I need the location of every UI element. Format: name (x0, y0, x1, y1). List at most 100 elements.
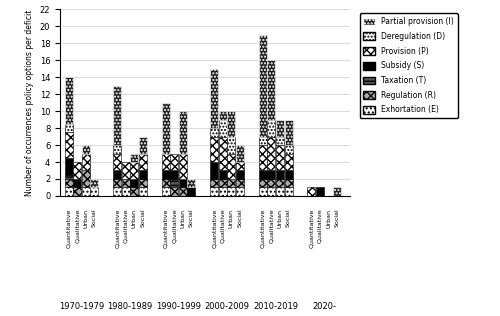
Text: Social: Social (286, 209, 291, 227)
Bar (210, 179, 218, 187)
Bar (259, 137, 267, 145)
Text: 2000-2009: 2000-2009 (204, 302, 250, 311)
Bar (139, 187, 147, 196)
Bar (276, 171, 284, 179)
Bar (276, 120, 284, 137)
Bar (179, 111, 187, 154)
Bar (268, 120, 276, 137)
Bar (179, 179, 187, 187)
Bar (170, 187, 178, 196)
Text: Qualitative: Qualitative (318, 209, 322, 243)
Bar (90, 179, 98, 187)
Bar (64, 77, 72, 124)
Bar (210, 162, 218, 179)
Bar (162, 103, 170, 154)
Bar (219, 179, 227, 187)
Text: Qualitative: Qualitative (269, 209, 274, 243)
Bar (113, 179, 121, 187)
Text: Urban: Urban (180, 209, 186, 228)
Text: Quantitative: Quantitative (66, 209, 71, 248)
Text: Social: Social (189, 209, 194, 227)
Bar (64, 187, 72, 196)
Bar (210, 187, 218, 196)
Bar (210, 128, 218, 137)
Bar (162, 154, 170, 171)
Bar (130, 187, 138, 196)
Bar (284, 154, 292, 171)
Y-axis label: Number of occurrences policy options per deficit: Number of occurrences policy options per… (25, 9, 34, 196)
Bar (139, 154, 147, 171)
Bar (219, 171, 227, 179)
Text: Qualitative: Qualitative (123, 209, 128, 243)
Bar (236, 145, 244, 162)
Bar (268, 60, 276, 120)
Text: Social: Social (334, 209, 340, 227)
Bar (276, 137, 284, 145)
Bar (284, 171, 292, 179)
Bar (210, 69, 218, 128)
Bar (170, 171, 178, 179)
Bar (228, 187, 235, 196)
Bar (268, 171, 276, 179)
Bar (236, 171, 244, 179)
Bar (64, 132, 72, 158)
Bar (259, 145, 267, 171)
Bar (284, 120, 292, 145)
Text: Urban: Urban (278, 209, 282, 228)
Bar (259, 171, 267, 179)
Bar (188, 179, 196, 187)
Text: Quantitative: Quantitative (163, 209, 168, 248)
Bar (259, 35, 267, 137)
Bar (188, 187, 196, 196)
Text: 1970-1979: 1970-1979 (59, 302, 104, 311)
Bar (268, 179, 276, 187)
Bar (82, 187, 90, 196)
Bar (228, 137, 235, 154)
Bar (284, 179, 292, 187)
Bar (276, 145, 284, 171)
Bar (236, 179, 244, 187)
Bar (308, 187, 316, 196)
Bar (162, 187, 170, 196)
Bar (64, 124, 72, 132)
Bar (73, 162, 81, 179)
Legend: Partial provision (I), Deregulation (D), Provision (P), Subsidy (S), Taxation (T: Partial provision (I), Deregulation (D),… (360, 13, 458, 118)
Text: Qualitative: Qualitative (220, 209, 226, 243)
Text: Qualitative: Qualitative (74, 209, 80, 243)
Bar (284, 187, 292, 196)
Bar (90, 187, 98, 196)
Bar (219, 187, 227, 196)
Bar (64, 179, 72, 187)
Bar (236, 187, 244, 196)
Bar (259, 179, 267, 187)
Bar (64, 158, 72, 175)
Bar (73, 179, 81, 187)
Bar (228, 179, 235, 187)
Bar (179, 154, 187, 179)
Bar (228, 154, 235, 179)
Text: Urban: Urban (132, 209, 137, 228)
Bar (162, 179, 170, 187)
Bar (113, 154, 121, 171)
Bar (219, 120, 227, 137)
Bar (130, 154, 138, 162)
Bar (268, 187, 276, 196)
Bar (130, 179, 138, 187)
Bar (179, 187, 187, 196)
Bar (236, 162, 244, 171)
Bar (113, 145, 121, 154)
Bar (219, 111, 227, 120)
Text: 2010-2019: 2010-2019 (253, 302, 298, 311)
Bar (139, 171, 147, 179)
Text: Social: Social (92, 209, 97, 227)
Bar (139, 179, 147, 187)
Text: 1980-1989: 1980-1989 (108, 302, 152, 311)
Text: Urban: Urban (326, 209, 331, 228)
Bar (73, 187, 81, 196)
Bar (276, 187, 284, 196)
Bar (316, 187, 324, 196)
Text: 2020-: 2020- (312, 302, 336, 311)
Text: Quantitative: Quantitative (114, 209, 119, 248)
Bar (228, 111, 235, 137)
Bar (122, 162, 130, 179)
